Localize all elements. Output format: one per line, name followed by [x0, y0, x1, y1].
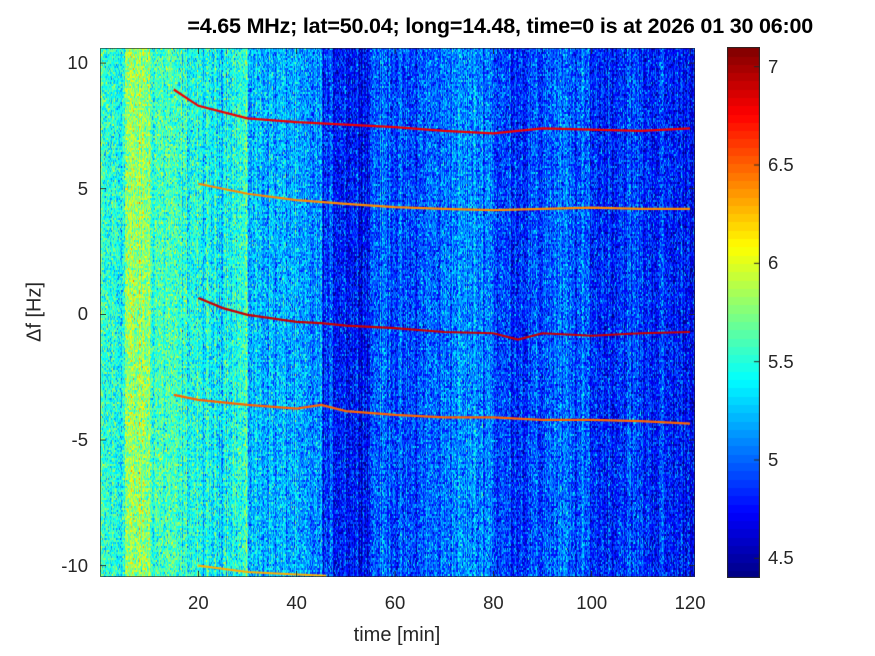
y-tick-label: 10 — [67, 52, 88, 74]
colorbar-tick-label: 6 — [768, 252, 779, 274]
y-tick-label: 5 — [77, 177, 88, 199]
y-axis-label: Δf [Hz] — [23, 281, 46, 343]
axes-box — [100, 48, 695, 577]
plot-area — [100, 48, 695, 577]
x-tick-label: 100 — [576, 592, 608, 613]
x-tick-label: 80 — [483, 592, 504, 613]
trace-line-trace-3 — [198, 298, 690, 339]
heatmap-image — [100, 48, 695, 577]
trace-line-trace-5 — [198, 566, 326, 576]
y-tick-label: -5 — [71, 429, 88, 451]
colorbar-tick-label: 4.5 — [768, 547, 794, 569]
x-tick-label: 60 — [384, 592, 406, 613]
colorbar-tick-label: 5.5 — [768, 350, 794, 372]
chart-title: =4.65 MHz; lat=50.04; long=14.48, time=0… — [187, 14, 813, 38]
x-tick-label: 20 — [188, 592, 209, 613]
colorbar-tick-label: 6.5 — [768, 154, 794, 175]
y-tick-label: 0 — [77, 303, 88, 325]
colorbar — [727, 47, 760, 578]
trace-line-trace-1 — [174, 89, 690, 133]
y-tick-label: -10 — [61, 554, 88, 576]
axes-overlay — [100, 48, 695, 577]
trace-line-trace-2 — [198, 184, 690, 210]
x-tick-label: 120 — [674, 592, 706, 613]
colorbar-tick-label: 5 — [768, 449, 779, 470]
trace-line-trace-4 — [174, 395, 690, 424]
x-axis-label: time [min] — [353, 624, 441, 646]
colorbar-tick-label: 7 — [768, 55, 779, 77]
x-tick-label: 40 — [286, 592, 307, 613]
